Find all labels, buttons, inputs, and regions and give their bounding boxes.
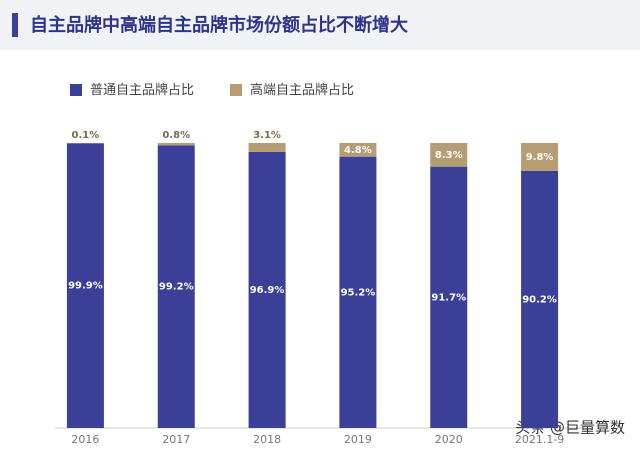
x-tick-label: 2017 [162, 433, 190, 446]
bar-segment [66, 143, 104, 428]
bar-segment [339, 143, 377, 157]
data-label: 95.2% [341, 287, 376, 298]
title-accent [12, 13, 18, 37]
bar-segment [157, 143, 195, 146]
legend-swatch [230, 84, 242, 96]
data-label: 4.8% [344, 145, 372, 156]
bar-segment [430, 166, 468, 428]
bar-segment [430, 143, 468, 167]
x-tick-label: 2020 [435, 433, 463, 446]
data-label: 9.8% [526, 152, 554, 163]
bar-segment [521, 170, 559, 428]
x-tick-label: 2018 [253, 433, 281, 446]
data-label: 91.7% [431, 292, 466, 303]
legend-label: 高端自主品牌占比 [250, 82, 354, 98]
data-label: 8.3% [435, 150, 463, 161]
x-tick-label: 2019 [344, 433, 372, 446]
header-background [0, 0, 640, 50]
data-label: 0.8% [162, 130, 190, 141]
data-label: 90.2% [522, 294, 557, 305]
legend-swatch [70, 84, 82, 96]
x-tick-label: 2021.1-9 [515, 433, 564, 446]
chart-title: 自主品牌中高端自主品牌市场份额占比不断增大 [30, 14, 408, 36]
bar-segment [248, 143, 286, 152]
bar-segment [157, 145, 195, 428]
data-label: 96.9% [250, 285, 285, 296]
legend-label: 普通自主品牌占比 [90, 82, 194, 98]
data-label: 99.9% [68, 281, 103, 292]
bar-segment [339, 156, 377, 428]
bar-segment [521, 143, 559, 171]
data-label: 99.2% [159, 282, 194, 293]
data-label: 0.1% [72, 130, 100, 141]
data-label: 3.1% [253, 130, 281, 141]
x-tick-label: 2016 [71, 433, 99, 446]
bar-segment [248, 151, 286, 428]
